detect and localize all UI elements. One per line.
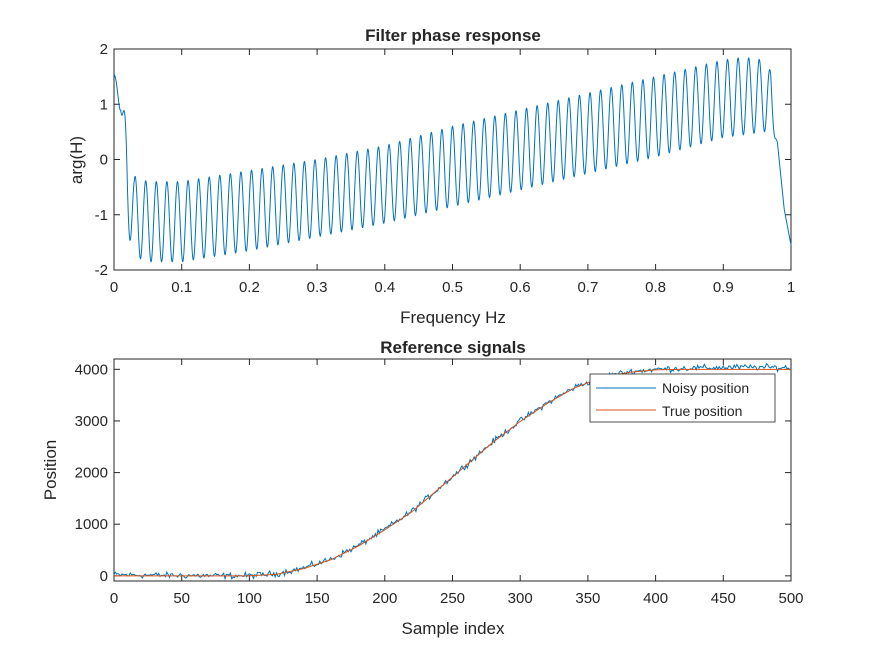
phase-chart-title: Filter phase response	[365, 26, 541, 45]
x-tick-label: 300	[508, 590, 533, 607]
phase-y-ticks: -2 -1 0 1 2	[95, 41, 791, 279]
reference-x-ticks: 0 50 100 150 200 250 300 350 400 450 500	[110, 359, 804, 607]
x-tick-label: 1	[787, 279, 795, 296]
phase-plot-area	[113, 48, 792, 271]
y-tick-label: 4000	[75, 361, 108, 378]
x-tick-label: 50	[173, 590, 190, 607]
x-tick-label: 400	[643, 590, 668, 607]
y-tick-label: -1	[95, 207, 108, 224]
legend-noisy-label: Noisy position	[662, 380, 749, 396]
phase-response-line	[113, 57, 792, 263]
phase-x-axis-label: Frequency Hz	[400, 308, 506, 327]
reference-x-axis-label: Sample index	[401, 619, 505, 638]
phase-y-axis-label: arg(H)	[67, 136, 86, 184]
x-tick-label: 0	[110, 590, 118, 607]
x-tick-label: 0.6	[510, 279, 531, 296]
x-tick-label: 0.8	[645, 279, 666, 296]
y-tick-label: 1	[100, 96, 108, 113]
y-tick-label: -2	[95, 262, 108, 279]
x-tick-label: 0	[110, 279, 118, 296]
legend: Noisy position True position	[589, 373, 776, 423]
x-tick-label: 0.2	[239, 279, 260, 296]
legend-true-label: True position	[662, 403, 742, 419]
y-tick-label: 1000	[75, 516, 108, 533]
x-tick-label: 250	[440, 590, 465, 607]
x-tick-label: 450	[711, 590, 736, 607]
y-tick-label: 3000	[75, 413, 108, 430]
legend-box	[589, 373, 776, 423]
x-tick-label: 0.5	[442, 279, 463, 296]
x-tick-label: 200	[372, 590, 397, 607]
phase-axes: Filter phase response 0 0.1 0.2 0.3 0.4 0.5 0.…	[67, 26, 795, 327]
y-tick-label: 0	[100, 152, 108, 169]
phase-x-ticks: 0 0.1 0.2 0.3 0.4 0.5 0.6 0.7 0.8 0.9 1	[110, 49, 795, 296]
x-tick-label: 100	[237, 590, 262, 607]
x-tick-label: 0.7	[577, 279, 598, 296]
true-position-line	[114, 368, 791, 577]
x-tick-label: 500	[778, 590, 803, 607]
x-tick-label: 0.9	[713, 279, 734, 296]
x-tick-label: 0.3	[307, 279, 328, 296]
x-tick-label: 0.4	[374, 279, 395, 296]
reference-chart-title: Reference signals	[380, 338, 526, 357]
y-tick-label: 2000	[75, 465, 108, 482]
x-tick-label: 350	[575, 590, 600, 607]
x-tick-label: 150	[305, 590, 330, 607]
y-tick-label: 2	[100, 41, 108, 58]
reference-y-axis-label: Position	[41, 440, 60, 500]
reference-y-ticks: 0 1000 2000 3000 4000	[75, 361, 791, 585]
y-tick-label: 0	[100, 568, 108, 585]
x-tick-label: 0.1	[171, 279, 192, 296]
reference-axes: Reference signals 0 50 100 150 200 250 300 350 4…	[41, 338, 804, 638]
